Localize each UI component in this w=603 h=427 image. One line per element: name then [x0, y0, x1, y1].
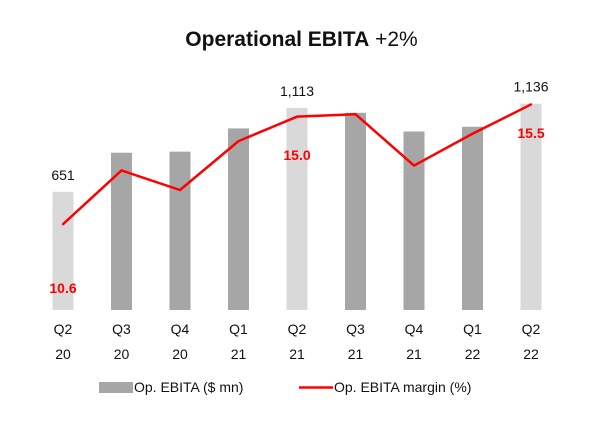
bar-label-8: 1,136	[513, 79, 548, 95]
x-tick-label-quarter-2: Q4	[171, 321, 190, 337]
x-tick-label-quarter-1: Q3	[112, 321, 131, 337]
x-tick-label-quarter-7: Q1	[463, 321, 482, 337]
x-tick-label-year-5: 21	[348, 346, 364, 362]
x-tick-label-year-2: 20	[172, 346, 188, 362]
x-tick-label-quarter-5: Q3	[346, 321, 365, 337]
bar-0	[52, 191, 74, 310]
margin-point-1	[120, 169, 123, 172]
margin-point-3	[237, 139, 240, 143]
x-tick-label-quarter-8: Q2	[522, 321, 541, 337]
x-tick-label-year-0: 20	[55, 346, 71, 362]
margin-point-0	[61, 223, 65, 226]
margin-point-6	[412, 164, 416, 167]
bar-7	[462, 126, 483, 311]
bar-1	[111, 152, 132, 310]
x-tick-label-year-4: 21	[289, 346, 305, 362]
legend-line-label: Op. EBITA margin (%)	[334, 379, 471, 395]
line-label-4: 15.0	[283, 147, 310, 163]
chart-title: Operational EBITA +2%	[0, 28, 603, 52]
x-tick-label-year-1: 20	[114, 346, 130, 362]
margin-point-2	[178, 188, 182, 192]
x-tick-label-year-6: 21	[406, 346, 422, 362]
legend-bar-swatch	[99, 382, 133, 393]
x-tick-label-quarter-6: Q4	[405, 321, 424, 337]
bar-3	[228, 128, 249, 310]
line-label-8: 15.5	[517, 125, 544, 141]
legend-bar-label: Op. EBITA ($ mn)	[134, 379, 243, 395]
x-tick-label-year-3: 21	[231, 346, 247, 362]
margin-point-4	[295, 115, 299, 118]
x-tick-label-year-8: 22	[523, 346, 539, 362]
line-label-0: 10.6	[49, 280, 76, 296]
bar-8	[520, 103, 542, 311]
margin-point-5	[354, 113, 357, 116]
margin-point-7	[471, 132, 474, 135]
margin-point-8	[529, 103, 533, 106]
bar-label-0: 651	[51, 167, 75, 183]
bar-2	[169, 151, 191, 310]
x-tick-label-year-7: 22	[465, 346, 481, 362]
bar-label-4: 1,113	[280, 83, 314, 99]
x-tick-label-quarter-3: Q1	[229, 321, 248, 337]
x-tick-label-quarter-0: Q2	[54, 321, 73, 337]
bar-5	[345, 112, 366, 310]
chart-title-text: Operational EBITA	[185, 28, 370, 51]
bar-6	[403, 131, 425, 310]
bar-4	[286, 107, 308, 310]
x-tick-label-quarter-4: Q2	[288, 321, 307, 337]
chart-title-change: +2%	[375, 28, 418, 51]
